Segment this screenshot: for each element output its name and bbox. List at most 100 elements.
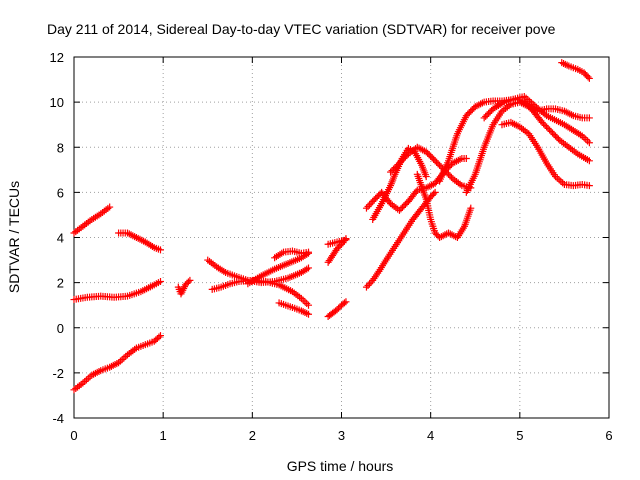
data-point [520,98,528,106]
chart-title: Day 211 of 2014, Sidereal Day-to-day VTE… [47,21,556,37]
data-point [395,206,403,214]
data-point [183,279,191,287]
series-arc-g2 [362,188,439,291]
data-point [84,374,92,382]
series-arc-a1 [70,203,114,237]
data-point [538,118,546,126]
data-point [427,152,435,160]
data-point [431,188,439,196]
data-point [401,200,409,208]
data-point [433,230,441,238]
data-point [555,176,563,184]
data-point [436,161,444,169]
series-arc-a2 [115,229,164,254]
data-point [431,157,439,165]
x-tick-label: 2 [249,428,256,443]
data-point [398,156,406,164]
data-point [335,243,343,251]
data-point [428,191,436,199]
x-tick-label: 1 [160,428,167,443]
data-points [70,59,593,394]
data-point [364,281,372,289]
data-point [390,165,398,173]
y-tick-label: 0 [57,321,64,336]
data-point [424,149,432,157]
series-arc-h4 [498,118,593,190]
data-point [523,101,531,109]
data-point [305,310,313,318]
data-point [366,201,374,209]
data-point [335,304,343,312]
series-arc-b1 [70,277,164,304]
series-arc-e1 [204,256,313,287]
data-point [186,276,194,284]
data-point [333,306,341,314]
data-point [543,123,551,131]
data-point [431,229,439,237]
data-point [464,110,472,118]
data-point [526,104,534,112]
data-point [303,299,311,307]
data-point [480,114,488,122]
data-point [372,194,380,202]
x-tick-label: 4 [427,428,434,443]
y-axis-label: SDTVAR / TECUs [6,181,22,293]
data-point [397,158,405,166]
data-point [340,299,348,307]
data-point [557,177,565,185]
data-point [585,114,593,122]
data-point [483,111,491,119]
x-tick-label: 0 [70,428,77,443]
series-arc-d3 [275,299,313,318]
data-point [373,193,381,201]
series-arc-d2 [208,276,313,309]
data-point [155,333,163,341]
data-point [544,124,552,132]
data-point [106,203,114,211]
data-point [305,248,313,256]
data-point [394,161,402,169]
data-point [541,121,549,129]
x-tick-label: 6 [605,428,612,443]
y-tick-label: -4 [52,411,64,426]
data-point [156,246,164,254]
data-point [412,188,420,196]
data-point [362,204,370,212]
series-arc-i1 [558,59,593,82]
data-point [433,158,441,166]
data-point [462,155,470,163]
x-tick-label: 3 [338,428,345,443]
series-arc-h3 [480,96,593,165]
data-point [370,196,378,204]
data-point [362,283,370,291]
y-tick-label: 8 [57,140,64,155]
series-arc-h1 [436,92,593,185]
data-point [366,280,374,288]
data-point [392,162,400,170]
data-point [582,135,590,143]
data-point [468,106,476,114]
data-point [585,157,593,165]
data-point [445,170,452,178]
data-point [430,190,438,198]
data-point [553,133,561,141]
data-point [486,108,494,116]
y-tick-label: 10 [50,95,64,110]
y-tick-label: 6 [57,185,64,200]
data-point [422,148,430,156]
data-point [430,155,438,163]
x-tick-label: 5 [516,428,523,443]
series-arc-f3 [324,236,350,248]
data-point [395,159,403,167]
data-point [364,202,372,210]
data-point [522,100,530,108]
data-point [552,132,559,140]
data-point [397,205,405,213]
y-tick-label: 4 [57,231,64,246]
data-point [428,154,436,162]
data-point [553,174,561,182]
data-point [584,137,592,145]
data-point [584,73,592,81]
